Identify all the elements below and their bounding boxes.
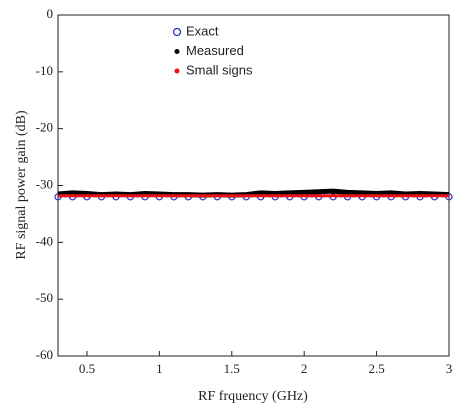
legend-label: Exact xyxy=(186,23,219,38)
legend-label: Small signs xyxy=(186,62,253,77)
plot-frame xyxy=(57,14,450,357)
legend-symbol xyxy=(174,49,180,54)
y-tick-label: -50 xyxy=(36,290,53,305)
x-tick-label: 1.5 xyxy=(224,361,240,376)
y-tick-label: -40 xyxy=(36,233,53,248)
x-tick-label: 0.5 xyxy=(79,361,95,376)
y-tick-label: -10 xyxy=(36,63,53,78)
x-axis-title: RF frquency (GHz) xyxy=(198,389,308,404)
x-tick-label: 1 xyxy=(156,361,163,376)
y-tick-label: -30 xyxy=(36,176,53,191)
legend-symbol xyxy=(172,27,182,37)
y-tick-label: -60 xyxy=(36,347,53,362)
x-tick-label: 2 xyxy=(301,361,308,376)
x-tick-label: 3 xyxy=(446,361,453,376)
x-tick-label: 2.5 xyxy=(368,361,384,376)
y-tick-label: -20 xyxy=(36,120,53,135)
legend-label: Measured xyxy=(186,43,244,58)
y-tick-label: 0 xyxy=(47,6,54,21)
legend-symbol xyxy=(174,68,180,74)
y-axis-title: RF signal power gain (dB) xyxy=(14,110,29,260)
